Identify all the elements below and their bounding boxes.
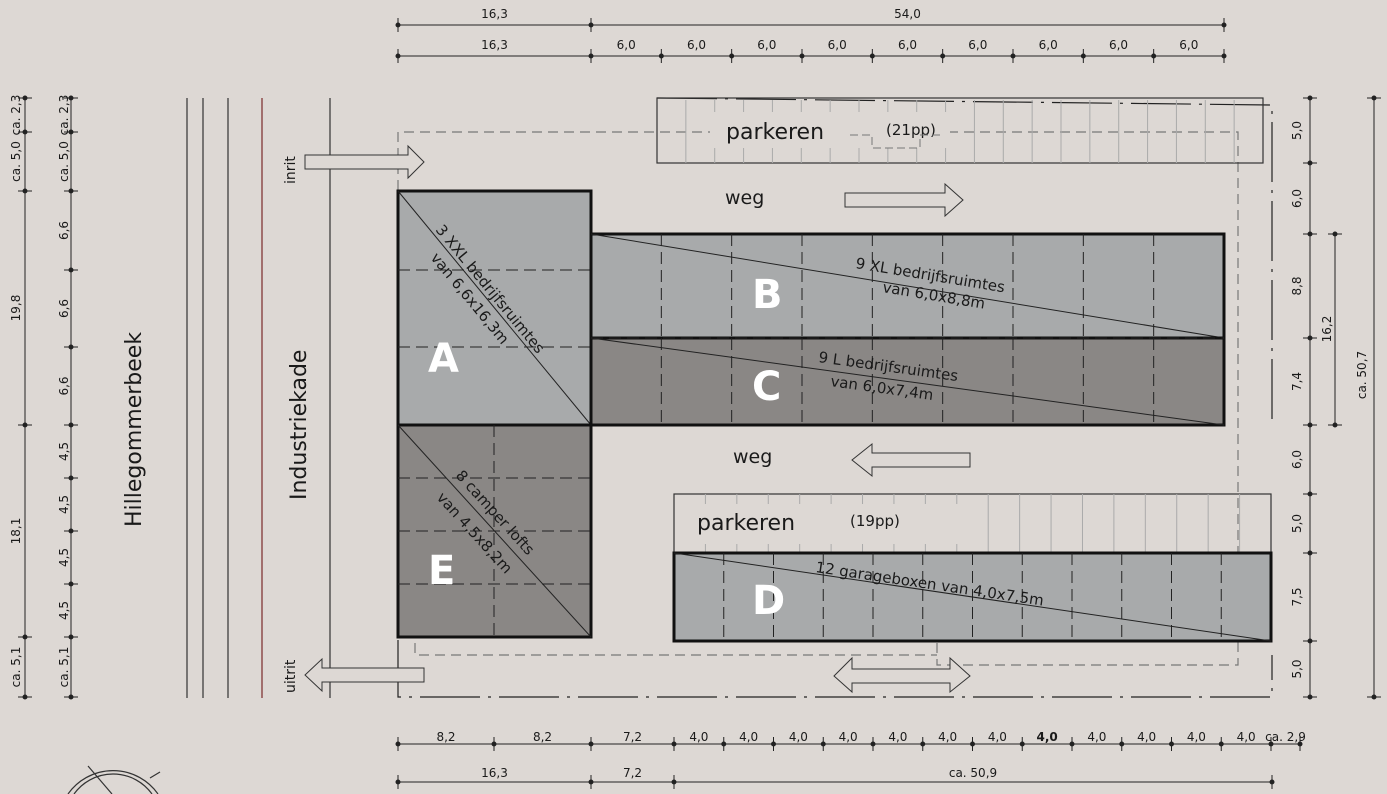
dimension-label: ca. 50,9 [949, 766, 997, 780]
dimension-label: 18,1 [9, 518, 23, 545]
block-b-letter: B [752, 272, 783, 318]
entry-arrow[interactable] [304, 144, 425, 180]
dimension-label: 6,0 [757, 38, 776, 52]
block-c-letter: C [752, 364, 781, 410]
parking-bottom-count: (19pp) [850, 512, 900, 530]
dimension-label: 6,0 [1290, 189, 1304, 208]
dimension-label: 4,0 [789, 730, 808, 744]
dimension-label: 6,0 [1179, 38, 1198, 52]
block-b[interactable]: B 9 XL bedrijfsruimtes van 6,0x8,8m [589, 232, 1226, 340]
dimension-label: 4,0 [988, 730, 1007, 744]
dimension-label: 4,0 [1187, 730, 1206, 744]
dimension-label: 6,6 [57, 299, 71, 318]
dimension-label: 4,5 [57, 548, 71, 567]
block-a[interactable]: A 3 XXL bedrijfsruimtes van 6,6x16,3m [396, 189, 593, 427]
dimension-label: 4,0 [1087, 730, 1106, 744]
block-a-letter: A [428, 336, 459, 382]
dimension-label: 6,0 [828, 38, 847, 52]
parking-bottom: parkeren (19pp) [673, 493, 1272, 554]
dimension-label: ca. 2,3 [57, 95, 71, 136]
river-label: Hillegommerbeek [122, 332, 147, 527]
parking-bottom-label: parkeren [697, 511, 795, 536]
road-top-label: weg [725, 187, 764, 209]
quay-label: Industriekade [287, 350, 312, 500]
dimension-label: 16,3 [481, 38, 508, 52]
dimension-label: 16,3 [481, 766, 508, 780]
block-e-letter: E [428, 548, 455, 594]
dimension-label: 4,5 [57, 495, 71, 514]
dimension-label: 4,0 [689, 730, 708, 744]
dimension-label: 54,0 [894, 7, 921, 21]
dimension-label: 6,0 [687, 38, 706, 52]
river-lines [186, 98, 229, 698]
dimension-label: 4,5 [57, 442, 71, 461]
block-c[interactable]: C 9 L bedrijfsruimtes van 6,0x7,4m [589, 336, 1226, 427]
dimension-label: 7,5 [1290, 587, 1304, 606]
dimension-label: 4,0 [739, 730, 758, 744]
parking-top-count: (21pp) [886, 121, 936, 139]
dimension-label: ca. 5,1 [57, 647, 71, 688]
dimension-label: 4,0 [1036, 730, 1057, 744]
dimension-label: 4,5 [57, 601, 71, 620]
dimension-label: 4,0 [888, 730, 907, 744]
dimension-label: 7,4 [1290, 372, 1304, 391]
dimension-label: 5,0 [1290, 121, 1304, 140]
exit-label: uitrit [283, 659, 299, 693]
dimension-label: 6,0 [617, 38, 636, 52]
dimension-label: 8,2 [533, 730, 552, 744]
block-e[interactable]: E 8 camper lofts van 4,5x8,2m [396, 423, 593, 639]
parking-top-label: parkeren [726, 120, 824, 145]
dimension-label: ca. 2,9 [1265, 730, 1306, 744]
dimension-label: 6,6 [57, 376, 71, 395]
north-arrow [67, 765, 161, 794]
exit-arrow[interactable] [304, 657, 425, 693]
dimension-label: 19,8 [9, 295, 23, 322]
dimension-label: 4,0 [839, 730, 858, 744]
dimension-label: 5,0 [1290, 514, 1304, 533]
road-top-arrow [844, 182, 964, 218]
dimension-label: 7,2 [623, 766, 642, 780]
dimension-label: 8,2 [436, 730, 455, 744]
dimension-label: 6,0 [898, 38, 917, 52]
parking-top: parkeren (21pp) [656, 97, 1264, 164]
dimension-label: 5,0 [1290, 659, 1304, 678]
dimension-label: 6,0 [968, 38, 987, 52]
entry-label: inrit [283, 156, 299, 184]
dimension-label: ca. 2,3 [9, 95, 23, 136]
dimension-label: 4,0 [938, 730, 957, 744]
dimension-label: ca. 5,0 [57, 141, 71, 182]
block-d[interactable]: D 12 garageboxen van 4,0x7,5m [672, 551, 1273, 643]
dimension-label: 16,3 [481, 7, 508, 21]
dimension-label: 6,0 [1109, 38, 1128, 52]
dimension-label: ca. 5,0 [9, 141, 23, 182]
dimension-label: 8,8 [1290, 276, 1304, 295]
dimension-label: 16,2 [1320, 316, 1334, 343]
road-bottom-arrow [851, 442, 971, 478]
dimension-label: 6,0 [1039, 38, 1058, 52]
two-way-arrow [833, 656, 971, 694]
dimension-label: ca. 50,7 [1355, 351, 1369, 399]
dimension-label: 6,0 [1290, 450, 1304, 469]
dimension-label: 6,6 [57, 221, 71, 240]
dimension-label: 4,0 [1137, 730, 1156, 744]
dimension-label: 4,0 [1237, 730, 1256, 744]
dimension-label: 7,2 [623, 730, 642, 744]
block-d-letter: D [752, 578, 785, 624]
road-bottom-label: weg [733, 446, 772, 468]
dimension-label: ca. 5,1 [9, 647, 23, 688]
